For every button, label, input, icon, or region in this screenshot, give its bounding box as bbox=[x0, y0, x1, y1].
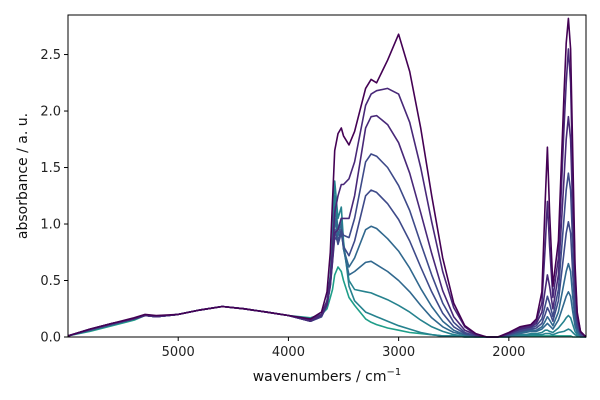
spectrum-line-8 bbox=[67, 114, 587, 338]
spectrum-line-2 bbox=[67, 180, 586, 338]
spectrum-line-10 bbox=[67, 17, 587, 338]
y-tick-label: 0.5 bbox=[40, 274, 61, 289]
plot-lines bbox=[67, 17, 587, 338]
x-tick-label: 4000 bbox=[272, 345, 305, 360]
x-axis-label-superscript: −1 bbox=[387, 367, 402, 378]
y-tick-label: 0.0 bbox=[40, 331, 61, 346]
x-tick-label: 2000 bbox=[492, 345, 525, 360]
spectrum-line-5 bbox=[67, 217, 587, 338]
x-tick-label: 3000 bbox=[382, 345, 415, 360]
y-axis-label: absorbance / a. u. bbox=[15, 113, 31, 239]
y-tick-label: 1.0 bbox=[40, 218, 61, 233]
y-tick-label: 2.5 bbox=[40, 48, 61, 63]
y-axis-ticks: 0.0 0.5 1.0 1.5 2.0 2.5 bbox=[40, 48, 68, 346]
x-tick-label: 5000 bbox=[162, 345, 195, 360]
x-axis-ticks: 5000 4000 3000 2000 bbox=[162, 337, 525, 360]
y-tick-label: 2.0 bbox=[40, 105, 61, 120]
plot-frame bbox=[67, 14, 587, 338]
y-tick-label: 1.5 bbox=[40, 161, 61, 176]
x-axis-label: wavenumbers / cm−1 bbox=[253, 367, 402, 385]
spectrum-line-4 bbox=[67, 206, 587, 338]
